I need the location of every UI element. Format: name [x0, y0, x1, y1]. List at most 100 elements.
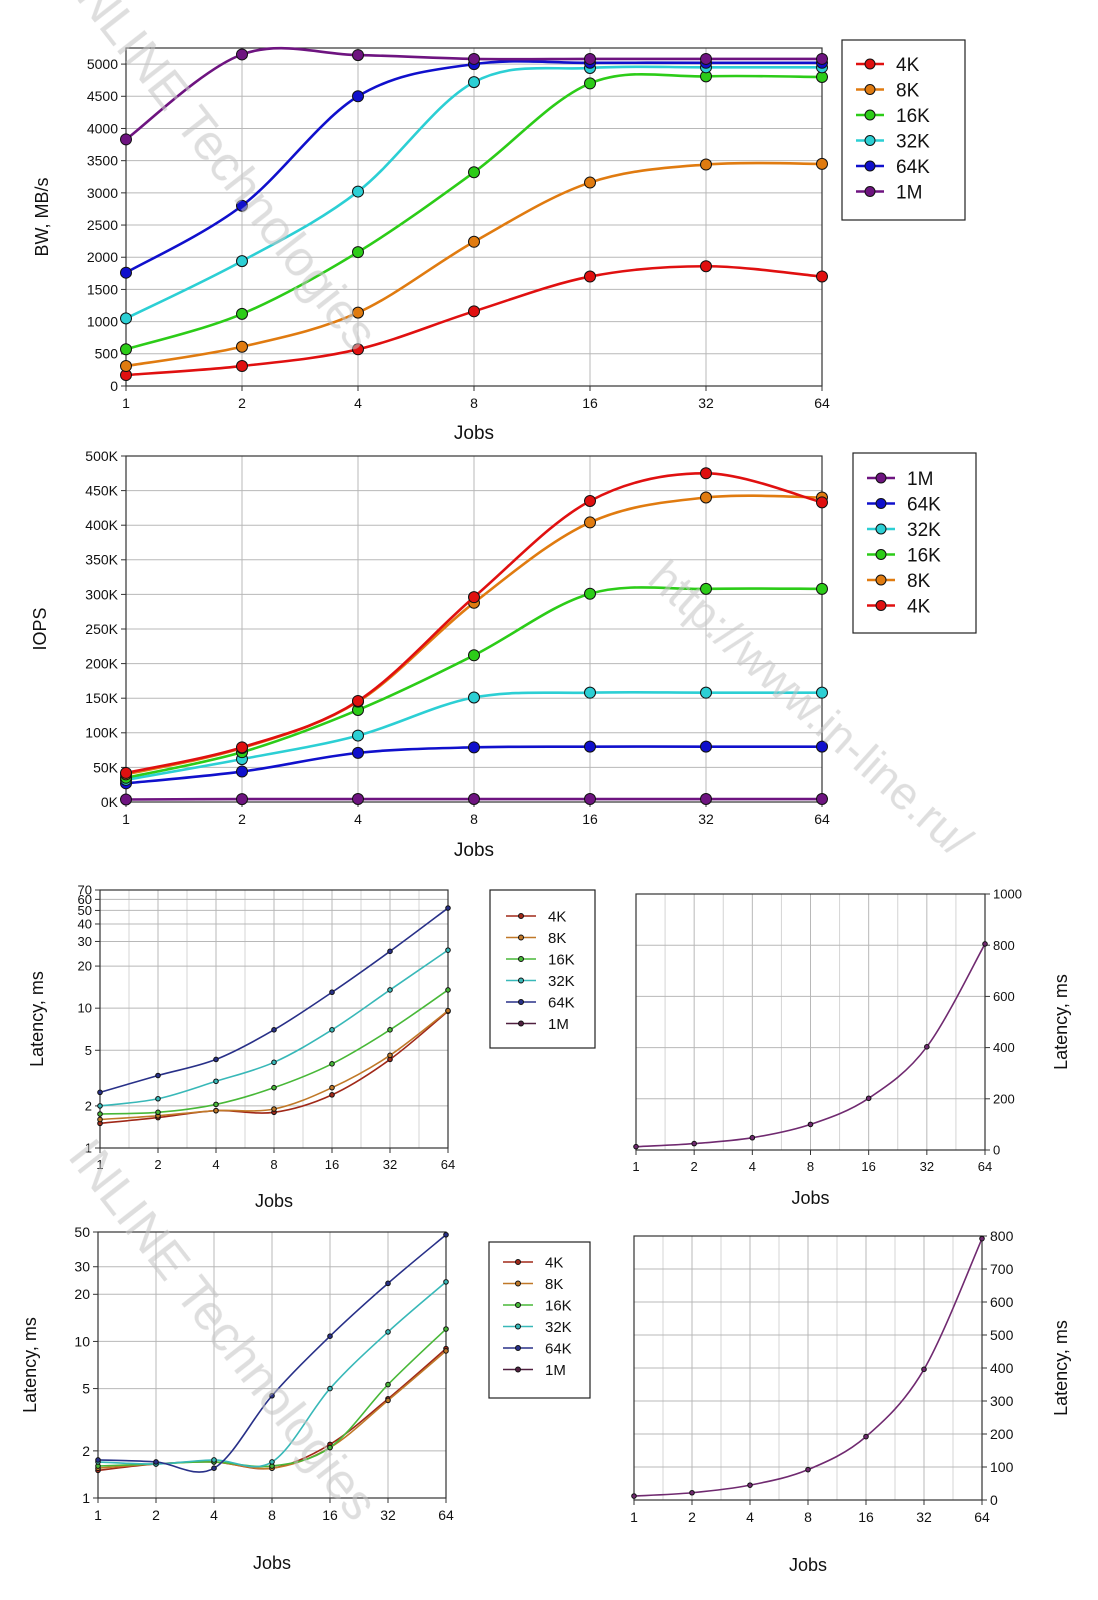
data-point — [269, 1392, 275, 1399]
x-tick-label: 64 — [814, 811, 830, 827]
data-point — [700, 491, 712, 504]
legend-marker — [875, 600, 887, 611]
y-tick-label: 1000 — [87, 314, 118, 330]
y-tick-label: 10 — [78, 1001, 92, 1016]
y-tick-label: 1 — [85, 1141, 92, 1156]
data-point — [120, 360, 132, 373]
legend: 4K 8K 16K 32K 64K 1M — [488, 1241, 591, 1399]
legend-label: 16K — [896, 106, 930, 127]
data-point — [271, 1027, 277, 1033]
data-point — [236, 255, 248, 268]
y-tick-label: 30 — [78, 934, 92, 949]
x-tick-label: 64 — [978, 1159, 992, 1174]
legend: 1M 64K 32K 16K 8K 4K — [852, 452, 977, 634]
legend-marker — [515, 1323, 521, 1330]
data-point — [443, 1231, 449, 1238]
series-4K — [120, 467, 828, 779]
series-1M — [120, 46, 828, 146]
y-tick-label: 2500 — [87, 217, 118, 233]
y-tick-label: 0 — [993, 1143, 1000, 1158]
data-point — [97, 1103, 103, 1109]
data-point — [327, 1333, 333, 1340]
data-point — [97, 1111, 103, 1117]
data-point — [468, 52, 480, 65]
data-point — [385, 1280, 391, 1287]
y-tick-label: 60 — [78, 892, 92, 907]
legend-label: 1M — [548, 1016, 569, 1033]
data-point — [155, 1072, 161, 1079]
y-tick-label: 10 — [74, 1333, 90, 1349]
y-tick-label: 50 — [78, 903, 92, 918]
series-64K — [120, 740, 828, 790]
data-point — [97, 1089, 103, 1096]
legend-marker — [518, 1020, 524, 1027]
data-point — [352, 793, 364, 806]
data-point — [213, 1078, 219, 1085]
data-point — [352, 185, 364, 198]
data-point — [584, 270, 596, 283]
data-point — [816, 270, 828, 283]
data-point — [387, 1052, 393, 1059]
chart-iops: 0K 50K 100K 150K 200K 250K 300K 350K 400K 450K 500… — [30, 448, 977, 861]
legend-label: 8K — [907, 571, 931, 592]
legend-label: 64K — [545, 1340, 572, 1357]
y-tick-label: 250K — [85, 621, 118, 637]
data-point — [749, 1134, 756, 1141]
legend-box — [489, 889, 596, 1049]
x-tick-label: 4 — [354, 395, 362, 411]
legend-label: 1M — [545, 1362, 566, 1379]
y-tick-label: 700 — [990, 1261, 1014, 1277]
data-point — [816, 582, 828, 595]
data-point — [352, 746, 364, 759]
data-point — [352, 694, 364, 707]
data-point — [689, 1489, 695, 1496]
data-point — [211, 1457, 217, 1463]
data-point — [120, 793, 132, 806]
data-point — [584, 176, 596, 189]
x-tick-label: 64 — [974, 1509, 990, 1525]
x-axis-label: Jobs — [789, 1555, 827, 1575]
data-point — [352, 90, 364, 103]
data-point — [445, 987, 451, 993]
data-point — [584, 52, 596, 65]
data-point — [329, 1027, 335, 1033]
x-tick-label: 2 — [152, 1507, 160, 1523]
x-tick-label: 4 — [746, 1509, 754, 1525]
data-point — [816, 157, 828, 170]
data-point — [213, 1107, 219, 1114]
x-tick-label: 8 — [804, 1509, 812, 1525]
data-point — [468, 793, 480, 806]
y-tick-label: 40 — [78, 917, 92, 932]
legend-marker — [515, 1259, 521, 1265]
x-tick-label: 2 — [238, 395, 246, 411]
y-tick-label: 4000 — [87, 120, 118, 136]
data-point — [352, 246, 364, 259]
data-point — [805, 1466, 811, 1473]
y-tick-label: 2 — [85, 1098, 92, 1113]
data-point — [468, 591, 480, 604]
legend-label: 8K — [545, 1276, 563, 1293]
data-point — [816, 740, 828, 753]
x-tick-label: 32 — [698, 811, 714, 827]
series-16K — [97, 987, 451, 1117]
y-tick-label: 2000 — [87, 249, 118, 265]
data-point — [468, 235, 480, 248]
legend-label: 16K — [907, 545, 941, 566]
y-tick-label: 400 — [990, 1360, 1014, 1376]
y-tick-label: 3500 — [87, 153, 118, 169]
data-point — [924, 1044, 930, 1050]
data-point — [271, 1106, 277, 1112]
data-point — [269, 1459, 275, 1465]
y-tick-label: 500 — [95, 346, 119, 362]
series-32K — [120, 686, 828, 786]
legend-label: 4K — [545, 1254, 563, 1271]
y-tick-label: 200 — [990, 1426, 1014, 1442]
data-point — [468, 741, 480, 754]
data-point — [385, 1397, 391, 1404]
data-point — [865, 1095, 872, 1102]
legend-box — [841, 39, 966, 221]
data-point — [468, 305, 480, 318]
legend-label: 64K — [907, 494, 941, 515]
data-point — [633, 1143, 639, 1150]
data-point — [700, 582, 712, 595]
